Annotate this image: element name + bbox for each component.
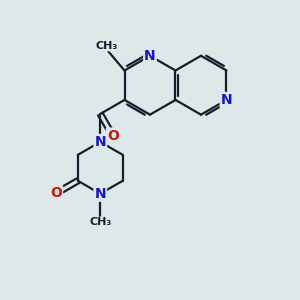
Text: O: O: [107, 129, 119, 142]
Text: CH₃: CH₃: [96, 41, 118, 51]
Text: N: N: [94, 135, 106, 149]
Text: N: N: [94, 187, 106, 201]
Text: CH₃: CH₃: [89, 217, 111, 227]
Text: O: O: [50, 186, 62, 200]
Text: N: N: [221, 93, 232, 107]
Text: N: N: [144, 49, 156, 63]
